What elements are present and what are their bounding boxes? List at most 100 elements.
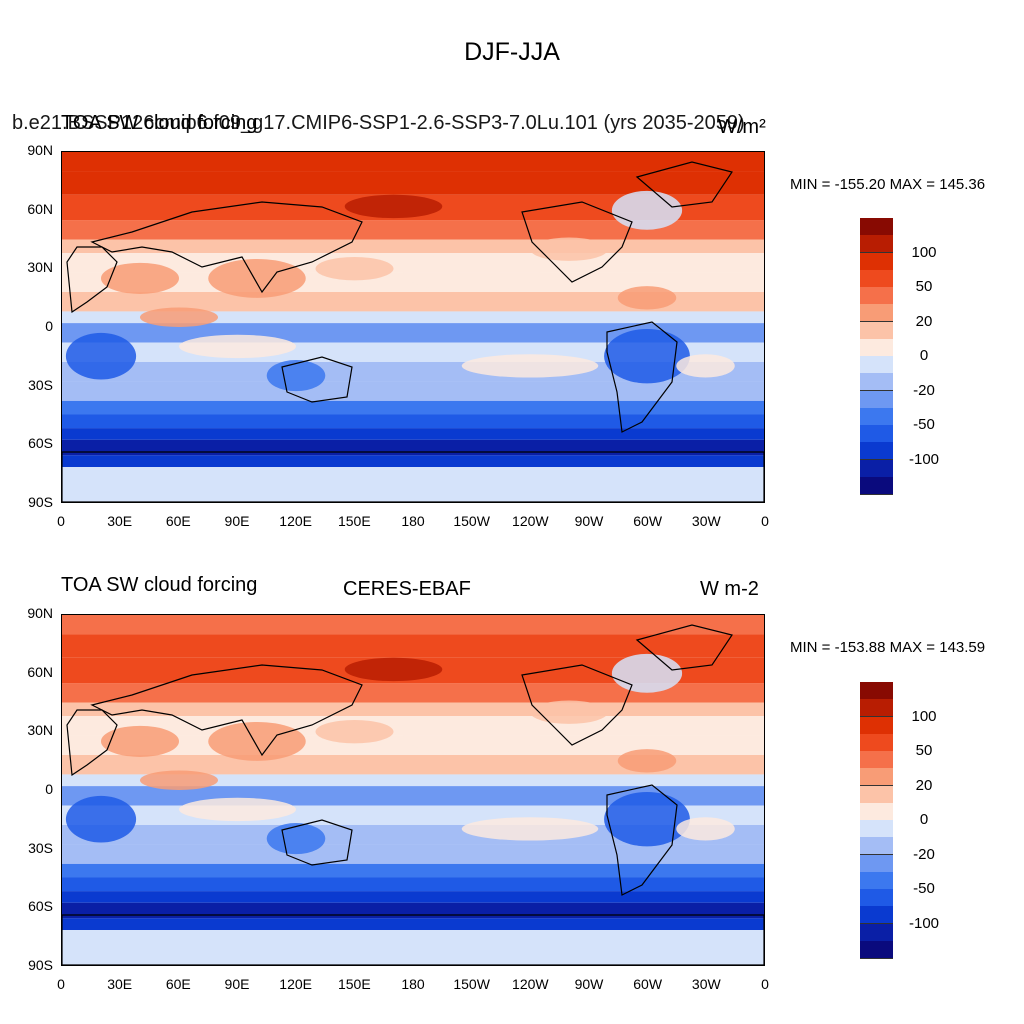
lon-tick-label: 30E [107, 513, 133, 529]
forcing-region [611, 190, 683, 230]
forcing-band [62, 381, 764, 401]
colorbar-label: 50 [915, 278, 933, 295]
colorbar-label: 0 [919, 811, 929, 828]
coastline [90, 664, 363, 757]
colorbar-swatch [860, 940, 893, 959]
lon-tick-label: 90E [224, 513, 250, 529]
forcing-region [403, 716, 540, 755]
forcing-region [65, 795, 137, 843]
lon-tick-label: 0 [57, 513, 65, 529]
forcing-region [530, 700, 608, 724]
colorbar-swatch [860, 785, 893, 804]
forcing-band [62, 292, 764, 312]
lon-tick-label: 150W [453, 513, 490, 529]
forcing-band [62, 428, 764, 440]
coastline [90, 201, 363, 294]
colorbar-label: 100 [911, 243, 937, 261]
lon-tick-label: 180 [401, 976, 425, 992]
lon-tick-label: 150E [337, 513, 371, 529]
forcing-band [62, 634, 764, 658]
colorbar-swatch [860, 854, 893, 873]
colorbar-swatch [860, 682, 893, 700]
forcing-region [266, 823, 326, 855]
forcing-region [676, 354, 735, 378]
colorbar-swatch [860, 699, 893, 718]
lon-tick-label: 150E [337, 976, 371, 992]
colorbar-label: 20 [915, 312, 933, 330]
coastline [281, 356, 353, 403]
colorbar-swatch [860, 459, 893, 478]
panel2-map [61, 614, 765, 966]
forcing-band [62, 891, 764, 903]
forcing-band [62, 877, 764, 892]
lon-tick-label: 90W [574, 513, 604, 529]
forcing-region [461, 354, 599, 378]
lon-tick-label: 150W [453, 976, 490, 992]
forcing-region [140, 307, 218, 327]
forcing-band [62, 220, 764, 240]
forcing-band [62, 467, 764, 502]
colorbar-swatch [860, 923, 893, 942]
coastline [66, 709, 118, 777]
colorbar-swatch [860, 373, 893, 392]
lon-tick-label: 0 [761, 976, 769, 992]
coastline [281, 819, 353, 866]
colorbar-swatch [860, 338, 893, 357]
colorbar-swatch [860, 889, 893, 907]
lon-tick-label: 120W [512, 513, 549, 529]
lat-tick-label: 30N [27, 722, 53, 739]
lon-tick-label: 60E [165, 976, 191, 992]
colorbar-swatch [860, 716, 893, 735]
lat-tick-label: 0 [45, 318, 53, 334]
colorbar-swatch [860, 768, 893, 787]
colorbar-label: -50 [913, 416, 935, 433]
forcing-region [65, 332, 137, 380]
lon-tick-label: 30E [107, 976, 133, 992]
coastline [521, 201, 633, 283]
forcing-band [62, 683, 764, 703]
lat-tick-label: 90N [27, 605, 53, 621]
colorbar-swatch [860, 356, 893, 374]
colorbar-swatch [860, 287, 893, 305]
forcing-band [62, 918, 764, 930]
colorbar-swatch [860, 269, 893, 288]
colorbar-swatch [860, 871, 893, 890]
colorbar-swatch [860, 390, 893, 409]
coastline [66, 246, 118, 314]
panel1-left-title: TOA SW cloud forcing [61, 112, 258, 134]
colorbar-swatch [860, 235, 893, 254]
colorbar-swatch [860, 407, 893, 426]
lon-tick-label: 90E [224, 976, 250, 992]
forcing-region [403, 253, 540, 292]
colorbar-label: 20 [915, 776, 933, 794]
colorbar-swatch [860, 837, 893, 856]
colorbar-label: -100 [908, 450, 940, 468]
lon-tick-label: 120E [279, 513, 312, 529]
coastline [521, 664, 633, 746]
colorbar-swatch [860, 906, 893, 925]
forcing-region [344, 194, 443, 219]
forcing-band [62, 439, 764, 456]
forcing-region [315, 257, 394, 281]
coastline [606, 321, 678, 433]
colorbar-label: -20 [913, 845, 935, 863]
colorbar-swatch [860, 218, 893, 236]
colorbar-swatch [860, 751, 893, 769]
forcing-band [62, 615, 764, 635]
lon-tick-label: 90W [574, 976, 604, 992]
forcing-region [179, 334, 296, 359]
forcing-region [617, 749, 677, 773]
lon-tick-label: 180 [401, 513, 425, 529]
lon-tick-label: 0 [57, 976, 65, 992]
forcing-region [140, 770, 218, 790]
lat-tick-label: 30S [28, 376, 53, 393]
colorbar-swatch [860, 321, 893, 340]
colorbar-swatch [860, 476, 893, 495]
lat-tick-label: 60N [27, 200, 53, 217]
colorbar-swatch [860, 820, 893, 838]
forcing-region [179, 797, 296, 822]
lon-tick-label: 120E [279, 976, 312, 992]
coastline [635, 624, 733, 671]
lon-tick-label: 30W [691, 513, 721, 529]
lat-tick-label: 90S [28, 494, 53, 510]
